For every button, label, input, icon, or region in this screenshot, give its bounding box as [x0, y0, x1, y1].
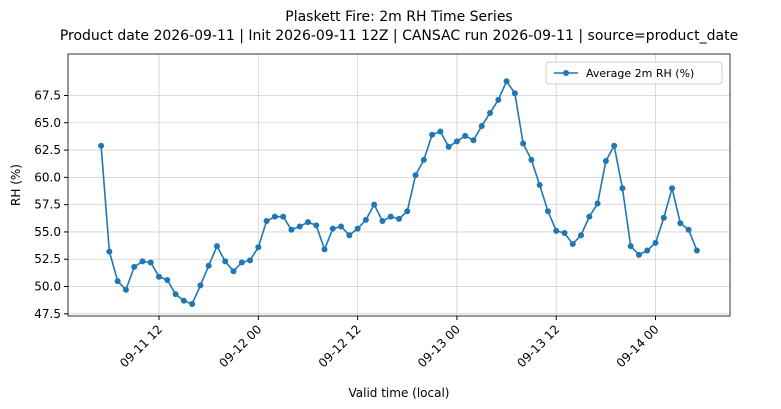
data-point — [429, 131, 436, 138]
data-point — [131, 263, 138, 270]
x-tick-label: 09-11 12 — [117, 322, 165, 370]
data-point — [511, 90, 518, 97]
data-point — [553, 227, 560, 234]
x-tick-label: 09-14 00 — [614, 322, 662, 370]
x-tick-label: 09-13 12 — [514, 322, 562, 370]
x-tick-label: 09-13 00 — [415, 322, 463, 370]
data-point — [205, 262, 212, 269]
plot-frame — [67, 53, 731, 317]
data-point — [453, 138, 460, 145]
data-point — [693, 247, 700, 254]
data-point — [635, 251, 642, 258]
series-line — [100, 79, 698, 306]
y-tick-label: 60.0 — [34, 170, 61, 184]
data-point — [189, 300, 196, 307]
y-tick-label: 50.0 — [34, 280, 61, 294]
data-point — [180, 297, 187, 304]
data-point — [172, 291, 179, 298]
data-point — [404, 208, 411, 215]
data-point — [396, 215, 402, 222]
data-point — [122, 286, 129, 293]
data-point — [156, 273, 163, 280]
y-tick-label: 62.5 — [34, 143, 61, 157]
data-point — [387, 213, 394, 220]
data-point — [536, 182, 543, 188]
data-point — [255, 244, 262, 251]
data-point — [627, 243, 634, 250]
data-point — [487, 109, 494, 116]
data-point — [644, 247, 651, 254]
y-tick-label: 55.0 — [34, 225, 61, 239]
data-point — [594, 200, 601, 207]
data-point — [412, 172, 419, 179]
chart-title: Plaskett Fire: 2m RH Time Series — [285, 9, 512, 25]
data-point — [98, 142, 105, 149]
data-point — [296, 223, 303, 230]
data-point — [238, 259, 245, 266]
data-point — [503, 78, 510, 85]
data-point — [445, 143, 452, 150]
x-tick-label: 09-12 12 — [316, 322, 364, 370]
data-point — [586, 213, 593, 220]
data-point — [106, 248, 113, 255]
legend-marker — [563, 70, 569, 76]
data-point — [288, 226, 295, 233]
data-point — [271, 213, 278, 220]
data-point — [544, 208, 551, 215]
data-point — [528, 156, 535, 163]
data-point — [313, 222, 320, 229]
data-point — [371, 201, 378, 208]
data-point — [197, 282, 204, 289]
data-point — [660, 214, 667, 221]
data-point — [652, 239, 659, 246]
data-point — [462, 132, 469, 139]
y-tick-label: 67.5 — [34, 88, 61, 102]
data-point — [677, 220, 684, 227]
data-point — [561, 230, 568, 237]
data-point — [222, 258, 229, 265]
data-point — [437, 128, 444, 135]
x-tick-label: 09-12 00 — [216, 322, 264, 370]
y-tick-label: 57.5 — [34, 198, 61, 212]
data-point — [602, 157, 609, 164]
data-point — [139, 258, 146, 265]
data-point — [321, 246, 328, 253]
y-tick-label: 52.5 — [34, 252, 61, 266]
data-point — [578, 232, 585, 239]
data-point — [346, 232, 353, 239]
data-point — [495, 96, 502, 103]
data-point — [611, 142, 618, 149]
data-point — [354, 225, 361, 232]
data-point — [520, 140, 527, 147]
data-point — [213, 243, 220, 250]
data-point — [619, 185, 626, 192]
data-point — [569, 240, 576, 247]
data-point — [470, 137, 477, 144]
data-point — [263, 218, 270, 225]
legend-box — [545, 61, 723, 85]
data-point — [379, 218, 386, 225]
data-point — [685, 226, 692, 233]
data-point — [329, 225, 336, 232]
data-point — [669, 185, 676, 192]
data-point — [478, 123, 485, 130]
data-point — [230, 268, 237, 275]
y-axis-label: RH (%) — [9, 164, 23, 206]
data-point — [247, 257, 254, 264]
y-tick-label: 65.0 — [34, 116, 61, 130]
data-point — [280, 213, 287, 220]
data-point — [420, 156, 427, 163]
legend-label: Average 2m RH (%) — [586, 67, 694, 80]
data-point — [338, 223, 345, 230]
x-axis-label: Valid time (local) — [349, 386, 450, 400]
data-point — [362, 216, 369, 223]
y-tick-label: 47.5 — [34, 307, 61, 321]
data-point — [147, 259, 154, 266]
data-point — [304, 219, 311, 226]
data-point — [164, 276, 171, 283]
chart-subtitle: Product date 2026-09-11 | Init 2026-09-1… — [60, 28, 738, 44]
data-point — [114, 278, 121, 285]
